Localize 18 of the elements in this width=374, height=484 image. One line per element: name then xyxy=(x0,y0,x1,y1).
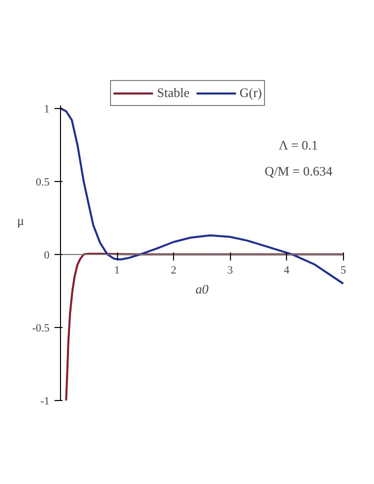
x-axis-title: a0 xyxy=(196,282,209,296)
y-tick-label: -0.5 xyxy=(32,322,50,334)
x-tick-label: 1 xyxy=(114,264,120,276)
line-series xyxy=(60,107,344,285)
annotation: Q/M = 0.634 xyxy=(264,164,333,178)
x-tick-label: 4 xyxy=(284,264,290,276)
y-tick-label: 0.5 xyxy=(36,176,50,188)
y-tick-label: 0 xyxy=(44,249,50,262)
y-axis-title: μ xyxy=(17,213,24,228)
line-series xyxy=(65,252,344,400)
x-tick-label: 2 xyxy=(170,264,176,276)
x-tick-label: 3 xyxy=(227,264,234,276)
legend-label: Stable xyxy=(157,85,190,101)
y-tick-label: -1 xyxy=(40,396,50,408)
annotation: Λ = 0.1 xyxy=(278,138,318,152)
legend-label: G(r) xyxy=(240,85,262,101)
x-tick-label: 5 xyxy=(340,264,346,276)
y-tick-label: 1 xyxy=(44,103,50,116)
